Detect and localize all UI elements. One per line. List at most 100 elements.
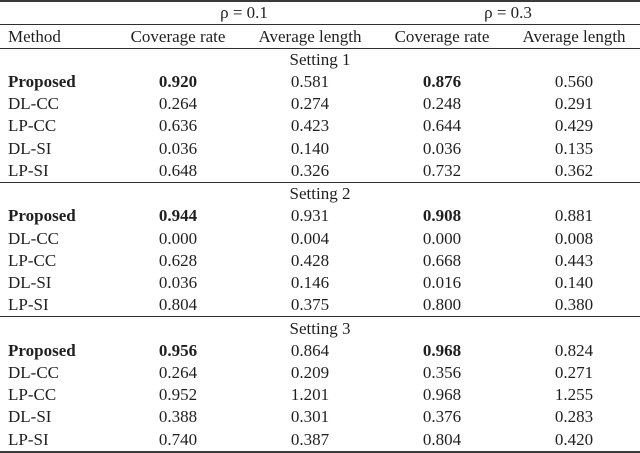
method-cell: DL-CC xyxy=(8,228,59,248)
method-cell: LP-SI xyxy=(8,429,49,449)
group-header-rho-01: ρ = 0.1 xyxy=(112,1,377,26)
column-header-method: Method xyxy=(0,24,112,49)
value-cell: 0.264 xyxy=(158,362,198,382)
value-cell: 0.140 xyxy=(290,138,330,158)
value-cell: 0.376 xyxy=(422,407,462,427)
value-cell: 0.008 xyxy=(554,228,594,248)
group-header-rho-03: ρ = 0.3 xyxy=(376,1,640,26)
method-cell: LP-CC xyxy=(8,250,57,270)
method-cell: DL-CC xyxy=(8,362,59,382)
method-cell: DL-SI xyxy=(8,273,52,292)
method-cell: LP-SI xyxy=(8,160,49,180)
value-cell: 0.016 xyxy=(422,273,462,292)
table-row: DL-CC 0.000 0.004 0.000 0.008 xyxy=(0,228,640,250)
table-row: LP-SI 0.648 0.326 0.732 0.362 xyxy=(0,160,640,183)
value-cell: 0.740 xyxy=(158,429,198,449)
table-row: DL-CC 0.264 0.274 0.248 0.291 xyxy=(0,93,640,115)
value-cell: 0.644 xyxy=(422,116,462,136)
table-row: LP-CC 0.628 0.428 0.668 0.443 xyxy=(0,250,640,272)
value-cell: 0.209 xyxy=(290,362,330,382)
value-cell: 0.000 xyxy=(422,228,462,248)
value-cell: 0.000 xyxy=(158,228,198,248)
value-cell: 0.804 xyxy=(422,429,462,449)
value-cell: 0.356 xyxy=(422,362,462,382)
value-cell: 0.952 xyxy=(158,385,198,405)
table-row: LP-SI 0.740 0.387 0.804 0.420 xyxy=(0,428,640,452)
value-cell: 0.800 xyxy=(422,295,462,315)
value-cell: 0.271 xyxy=(554,362,594,382)
column-header-average-length-1: Average length xyxy=(244,24,377,49)
value-cell: 0.380 xyxy=(554,295,594,315)
value-cell: 0.036 xyxy=(158,273,198,292)
value-cell: 0.326 xyxy=(290,160,330,180)
value-cell: 0.428 xyxy=(290,250,330,270)
value-cell: 0.291 xyxy=(554,94,594,114)
value-cell: 0.876 xyxy=(422,72,462,92)
value-cell: 0.732 xyxy=(422,160,462,180)
section-title: Setting 2 xyxy=(0,182,640,206)
value-cell: 0.146 xyxy=(290,273,330,292)
table-row: Proposed 0.956 0.864 0.968 0.824 xyxy=(0,340,640,362)
value-cell: 0.387 xyxy=(290,429,330,449)
value-cell: 0.628 xyxy=(158,250,198,270)
value-cell: 0.931 xyxy=(290,206,330,226)
value-cell: 1.201 xyxy=(290,385,330,405)
method-cell: Proposed xyxy=(8,340,76,360)
table-row: DL-SI 0.036 0.140 0.036 0.135 xyxy=(0,138,640,160)
value-cell: 0.908 xyxy=(422,206,462,226)
section-title: Setting 1 xyxy=(0,47,640,71)
value-cell: 0.140 xyxy=(554,273,594,292)
value-cell: 0.283 xyxy=(554,407,594,427)
method-cell: DL-CC xyxy=(8,94,59,114)
value-cell: 0.036 xyxy=(422,138,462,158)
table-row: Proposed 0.944 0.931 0.908 0.881 xyxy=(0,205,640,227)
value-cell: 0.864 xyxy=(290,340,330,360)
value-cell: 0.824 xyxy=(554,340,594,360)
value-cell: 0.429 xyxy=(554,116,594,136)
value-cell: 0.420 xyxy=(554,429,594,449)
value-cell: 0.956 xyxy=(158,340,198,360)
method-cell: Proposed xyxy=(8,206,76,226)
value-cell: 0.423 xyxy=(290,116,330,136)
group-header-row: ρ = 0.1 ρ = 0.3 xyxy=(0,1,640,26)
table-row: LP-SI 0.804 0.375 0.800 0.380 xyxy=(0,294,640,317)
value-cell: 0.636 xyxy=(158,116,198,136)
group-header-spacer xyxy=(0,1,112,26)
table-row: DL-CC 0.264 0.209 0.356 0.271 xyxy=(0,362,640,384)
value-cell: 0.362 xyxy=(554,160,594,180)
table-row: LP-CC 0.636 0.423 0.644 0.429 xyxy=(0,115,640,137)
table-row: LP-CC 0.952 1.201 0.968 1.255 xyxy=(0,384,640,406)
value-cell: 0.248 xyxy=(422,94,462,114)
value-cell: 0.036 xyxy=(158,138,198,158)
column-header-coverage-rate-2: Coverage rate xyxy=(376,24,509,49)
value-cell: 0.375 xyxy=(290,295,330,315)
method-cell: DL-SI xyxy=(8,138,52,158)
value-cell: 0.804 xyxy=(158,295,198,315)
method-cell: LP-CC xyxy=(8,385,57,405)
method-cell: DL-SI xyxy=(8,407,52,427)
column-header-coverage-rate-1: Coverage rate xyxy=(112,24,244,49)
value-cell: 0.581 xyxy=(290,72,330,92)
value-cell: 0.648 xyxy=(158,160,198,180)
value-cell: 0.443 xyxy=(554,250,594,270)
value-cell: 0.668 xyxy=(422,250,462,270)
method-cell: LP-CC xyxy=(8,116,57,136)
column-header-row: Method Coverage rate Average length Cove… xyxy=(0,24,640,49)
value-cell: 1.255 xyxy=(554,385,594,405)
table-row: DL-SI 0.388 0.301 0.376 0.283 xyxy=(0,406,640,428)
value-cell: 0.004 xyxy=(290,228,330,248)
method-cell: LP-SI xyxy=(8,295,49,315)
value-cell: 0.301 xyxy=(290,407,330,427)
table-row: DL-SI 0.036 0.146 0.016 0.140 xyxy=(0,272,640,294)
section-title-row: Setting 3 xyxy=(0,316,640,340)
value-cell: 0.968 xyxy=(422,385,462,405)
section-title-row: Setting 1 xyxy=(0,47,640,71)
value-cell: 0.968 xyxy=(422,340,462,360)
value-cell: 0.944 xyxy=(158,206,198,226)
method-cell: Proposed xyxy=(8,72,76,92)
value-cell: 0.388 xyxy=(158,407,198,427)
value-cell: 0.920 xyxy=(158,72,198,92)
section-title-row: Setting 2 xyxy=(0,182,640,206)
table-row: Proposed 0.920 0.581 0.876 0.560 xyxy=(0,71,640,93)
